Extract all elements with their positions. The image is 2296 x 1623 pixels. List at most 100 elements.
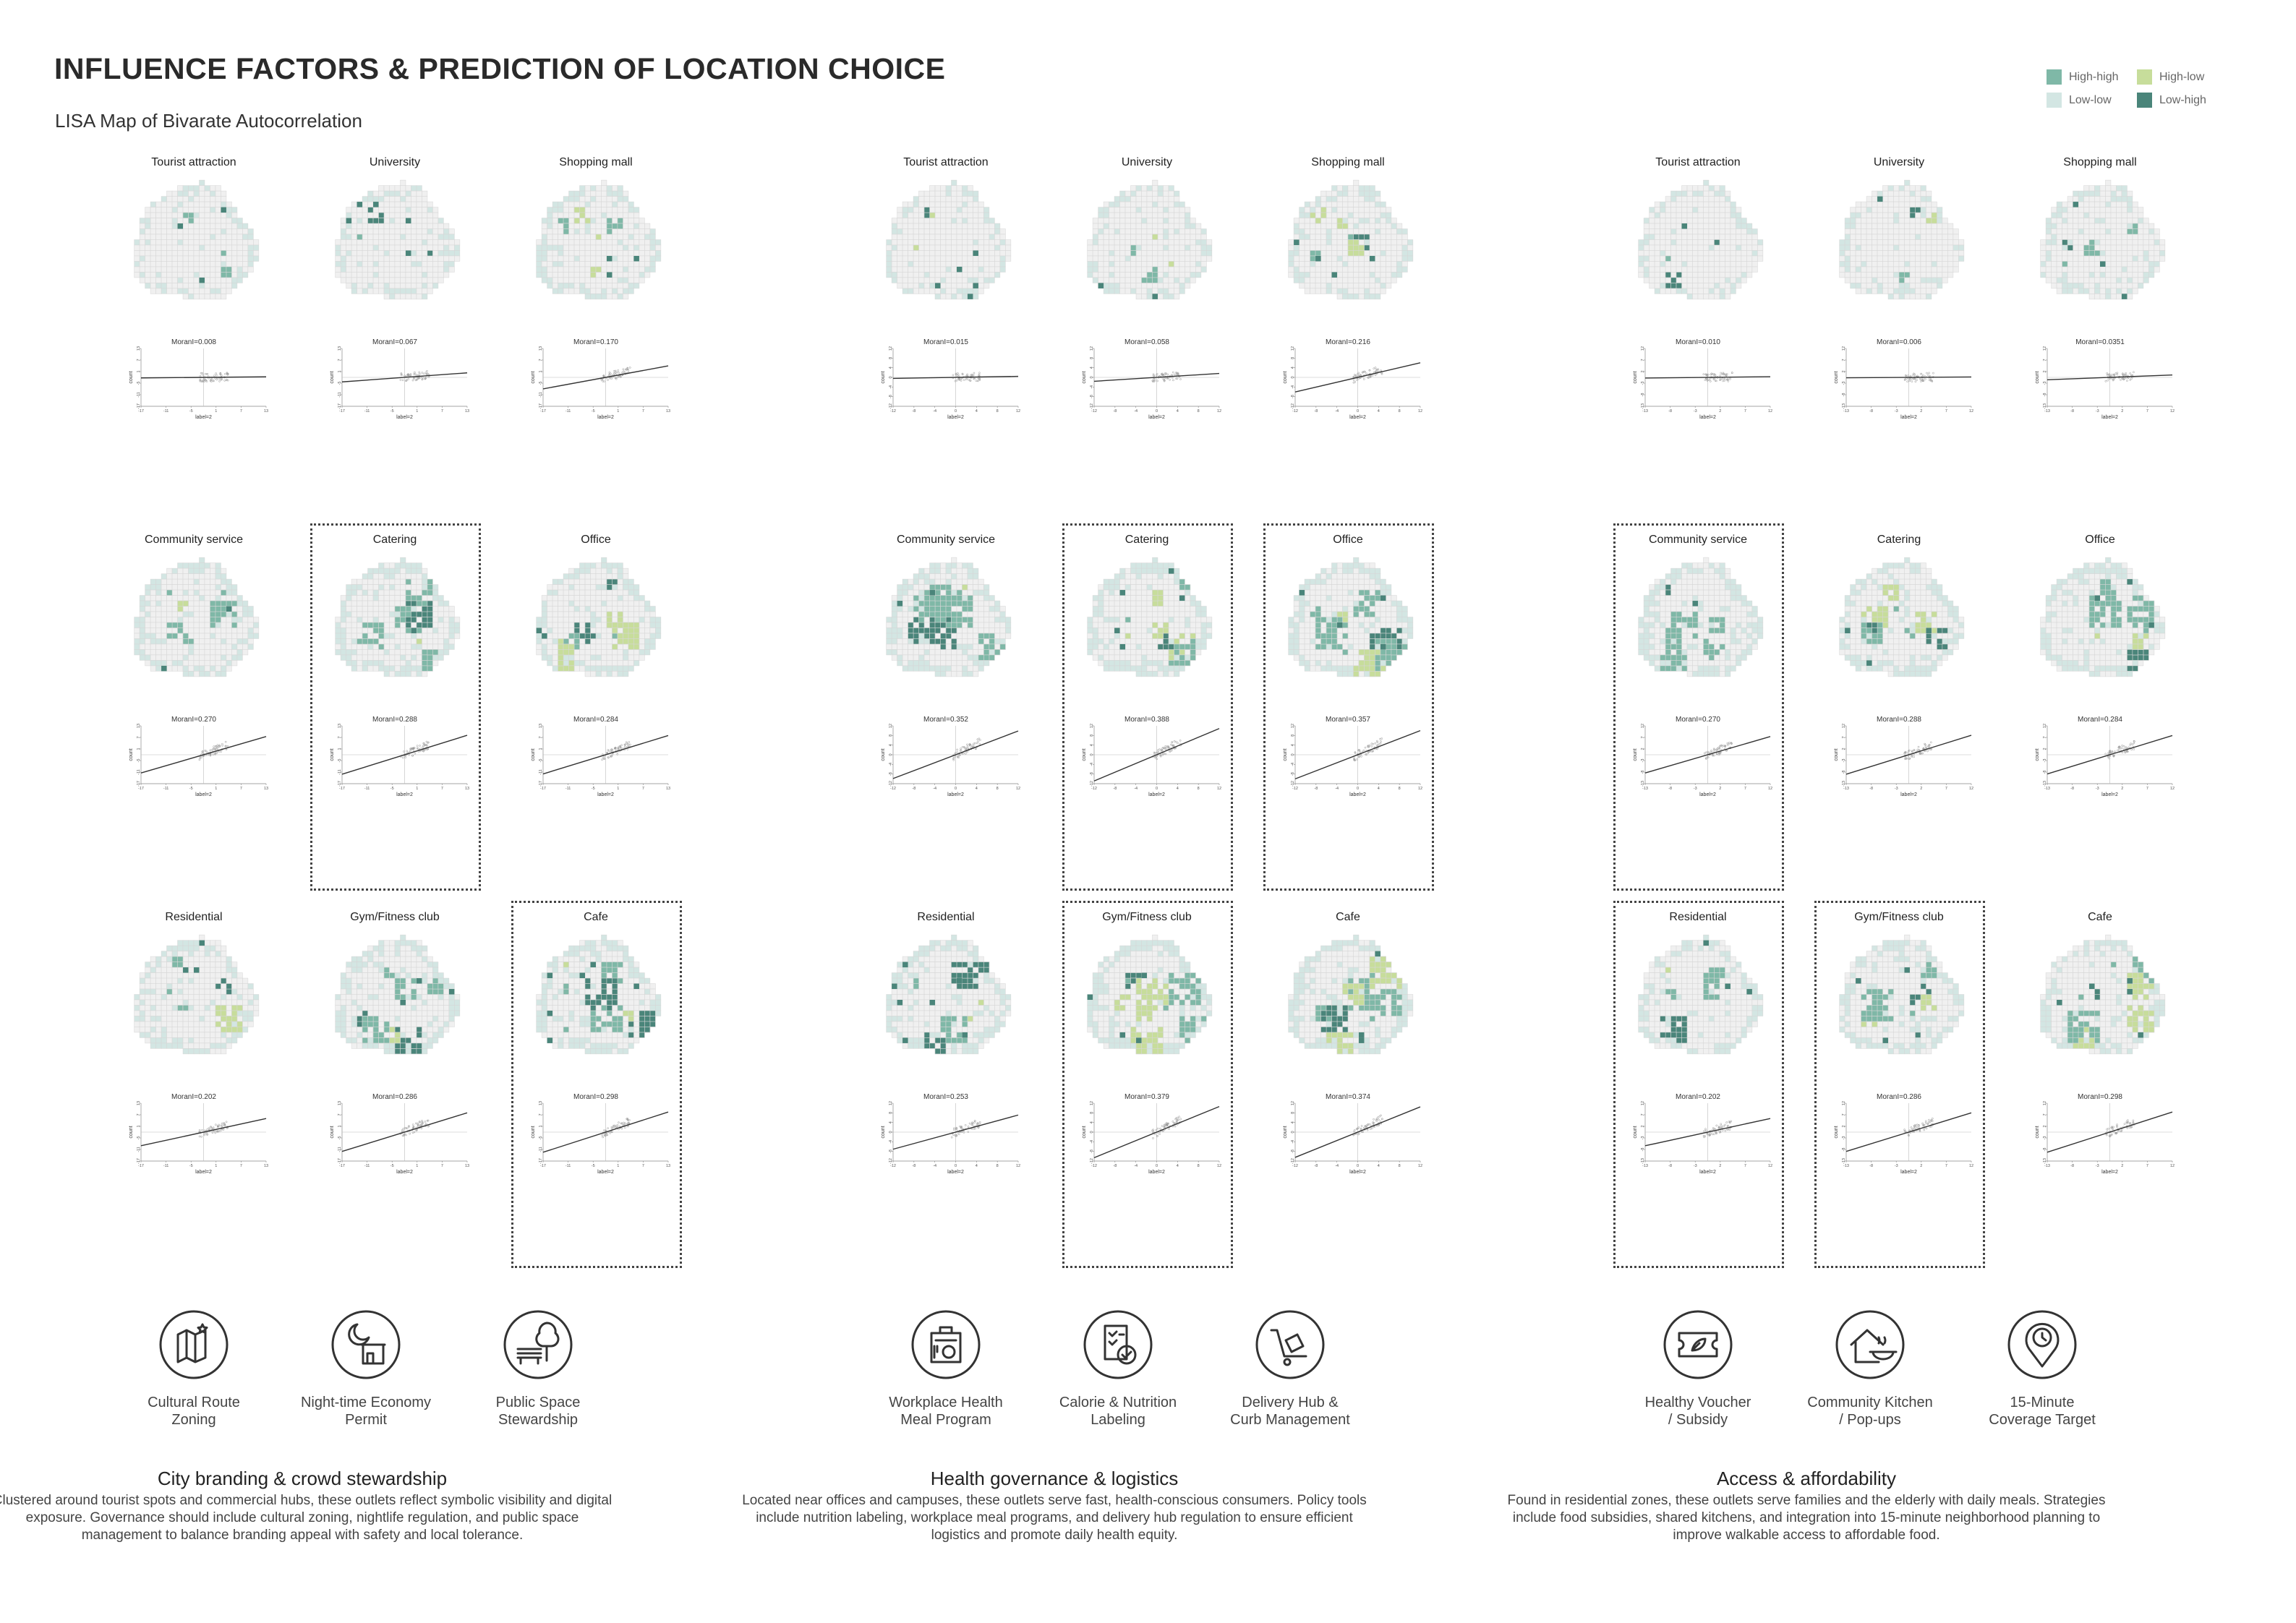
cell-title: University [1873, 156, 1925, 168]
scatter-point [978, 742, 981, 745]
tick-label-y: 4 [1090, 1121, 1094, 1123]
page-title: INFLUENCE FACTORS & PREDICTION OF LOCATI… [54, 52, 946, 85]
scatter-point [627, 744, 630, 746]
x-axis-label: label=2 [1148, 792, 1165, 797]
scatter-point [221, 742, 223, 745]
scatter-point [1714, 380, 1717, 382]
tick-label-y: -12 [1291, 781, 1295, 787]
moran-scatter-plot: -12 -8 -4 0 4 8 12 12 8 4 0 -4 -8 -12 label=2 count [1283, 346, 1422, 420]
tick-label-x: 12 [2170, 409, 2175, 414]
scatter-point [213, 747, 215, 750]
scatter-point [1152, 380, 1155, 382]
moran-i-value: MoranI=0.374 [1326, 1093, 1370, 1101]
scatter-point [209, 754, 212, 757]
scatter-point [1720, 744, 1723, 747]
scatter-point [409, 1132, 411, 1135]
scatter-point [226, 745, 229, 748]
lisa-cell: Catering MoranI=0.388 -12 -8 -4 0 4 8 12 12 8 4 0 -4-… [1064, 534, 1230, 896]
scatter-point [423, 372, 425, 375]
tick-label-x: 4 [1177, 1164, 1179, 1168]
scatter-point [225, 379, 228, 382]
lisa-cell: University MoranI=0.006 -13 -8 -3 2 7 12 12 7 2 -3-… [1816, 156, 1982, 519]
tick-label-x: 12 [1217, 1164, 1221, 1168]
scatter-point [971, 745, 973, 748]
map-star-icon [159, 1310, 229, 1379]
scatter-point [213, 745, 215, 748]
tick-label-x: 7 [2146, 787, 2148, 791]
scatter-point [1707, 756, 1710, 758]
tick-label-y: -11 [539, 1147, 543, 1152]
scatter-point [1719, 379, 1721, 382]
scatter-point [1912, 377, 1915, 380]
regression-line [892, 375, 1019, 380]
lisa-map [886, 934, 1012, 1055]
moran-i-value: MoranI=0.298 [573, 1093, 618, 1101]
tick-label-x: 12 [2170, 787, 2175, 791]
tick-label-x: -3 [1895, 787, 1898, 791]
tick-label-y: 4 [889, 1121, 893, 1123]
tick-label-x: 12 [1217, 409, 1221, 414]
moran-i-value: MoranI=0.286 [1877, 1093, 1921, 1101]
tick-label-x: -4 [1134, 409, 1138, 414]
regression-line [1644, 376, 1771, 379]
tick-label-x: 8 [1399, 787, 1401, 791]
tick-label-y: -17 [137, 1158, 141, 1164]
scatter-point [214, 752, 217, 754]
scatter-point [953, 1127, 955, 1130]
policy-label: Healthy Voucher / Subsidy [1644, 1395, 1751, 1428]
tick-label-x: -8 [1668, 1164, 1672, 1168]
scatter-point [221, 1122, 223, 1125]
scatter-point [203, 1132, 206, 1135]
scatter-point [2121, 744, 2123, 747]
scatter-point [224, 740, 227, 743]
scatter-point [2129, 372, 2132, 374]
scatter-point [204, 749, 206, 752]
scatter-point [204, 378, 206, 381]
scatter-point [1376, 369, 1378, 371]
scatter-point [406, 1127, 409, 1130]
scatter-point [426, 744, 428, 747]
moran-scatter-plot: -12 -8 -4 0 4 8 12 12 8 4 0 -4 -8 -12 label=2 count [1082, 1101, 1221, 1175]
tick-label-x: 4 [976, 409, 978, 414]
scatter-point [954, 380, 957, 382]
scatter-point [961, 753, 963, 755]
tick-label-x: 12 [1016, 1164, 1020, 1168]
scatter-point [626, 1125, 629, 1128]
scatter-point [421, 378, 424, 381]
scatter-point [2122, 373, 2124, 376]
scatter-point [411, 1123, 414, 1126]
tick-label-y: -8 [1291, 772, 1295, 776]
scatter-point [1373, 1118, 1375, 1121]
tick-label-x: -5 [189, 787, 193, 791]
scatter-point [1357, 372, 1360, 374]
scatter-point [2117, 1130, 2120, 1133]
scatter-point [960, 1126, 963, 1129]
theme-title: Health governance & logistics [930, 1468, 1179, 1489]
scatter-point [601, 378, 604, 381]
tick-label-x: -17 [138, 787, 144, 791]
moran-i-value: MoranI=0.352 [923, 716, 968, 724]
lisa-map [2040, 557, 2166, 677]
scatter-point [1926, 1122, 1929, 1125]
scatter-point [1153, 374, 1155, 377]
scatter-point [405, 380, 408, 382]
scatter-point [613, 1126, 615, 1128]
tick-label-y: 0 [889, 376, 893, 378]
regression-line [542, 735, 669, 775]
moran-scatter-plot: -17 -11 -5 1 7 13 13 7 1 -5 -11 -17 label=2 count [129, 1101, 268, 1175]
scatter-point [616, 753, 619, 755]
lisa-map [1638, 179, 1764, 300]
cell-title: Community service [1648, 534, 1748, 546]
scatter-point [1359, 751, 1361, 753]
scatter-point [1374, 742, 1377, 745]
scatter-point [198, 1129, 201, 1131]
scatter-point [1164, 373, 1166, 376]
cell-title: Office [2085, 534, 2115, 546]
scatter-point [2131, 743, 2134, 746]
tick-label-x: 13 [465, 409, 469, 414]
x-axis-label: label=2 [947, 415, 964, 420]
tick-label-x: -8 [1869, 787, 1873, 791]
legend-item-low-low: Low-low [2047, 93, 2112, 108]
tick-label-x: 13 [666, 409, 670, 414]
tick-label-y: 8 [1090, 357, 1094, 359]
